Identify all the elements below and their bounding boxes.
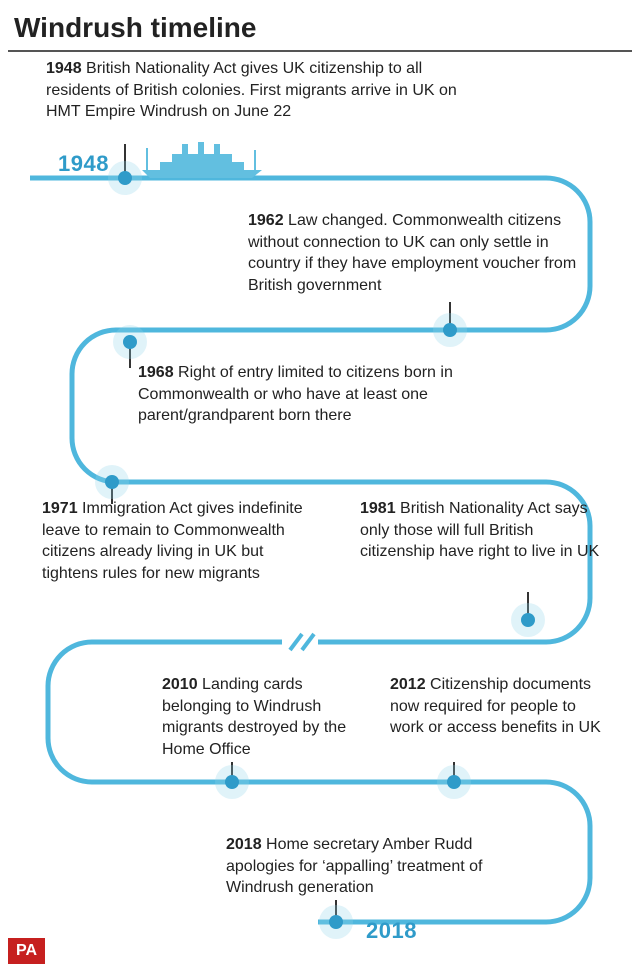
event-text: British Nationality Act says only those …	[360, 500, 599, 560]
event-year: 1968	[138, 364, 174, 381]
event-dot	[123, 335, 137, 349]
event-text: Immigration Act gives indefinite leave t…	[42, 500, 303, 582]
event-year: 2012	[390, 676, 426, 693]
pa-badge: PA	[8, 938, 45, 964]
event-2018: 2018 Home secretary Amber Rudd apologies…	[226, 834, 526, 899]
event-year: 1962	[248, 212, 284, 229]
ship-icon	[142, 140, 262, 178]
event-1971: 1971 Immigration Act gives indefinite le…	[42, 498, 312, 584]
event-text: Law changed. Commonwealth citizens witho…	[248, 212, 576, 294]
event-dot	[521, 613, 535, 627]
event-1962: 1962 Law changed. Commonwealth citizens …	[248, 210, 588, 296]
event-1981: 1981 British Nationality Act says only t…	[360, 498, 600, 563]
event-year: 1948	[46, 60, 82, 77]
event-year: 1981	[360, 500, 396, 517]
event-dot	[443, 323, 457, 337]
end-year-label: 2018	[366, 918, 417, 944]
timeline-canvas: 1948 2018 1948 British Nationality Act g…	[0, 50, 640, 950]
event-dot	[329, 915, 343, 929]
event-2012: 2012 Citizenship documents now required …	[390, 674, 610, 739]
event-dot	[225, 775, 239, 789]
event-year: 2018	[226, 836, 262, 853]
event-dot	[118, 171, 132, 185]
event-year: 1971	[42, 500, 78, 517]
event-1948: 1948 British Nationality Act gives UK ci…	[46, 58, 476, 123]
event-1968: 1968 Right of entry limited to citizens …	[138, 362, 468, 427]
event-dot	[105, 475, 119, 489]
event-text: Right of entry limited to citizens born …	[138, 364, 453, 424]
event-text: British Nationality Act gives UK citizen…	[46, 60, 457, 120]
event-year: 2010	[162, 676, 198, 693]
start-year-label: 1948	[58, 151, 109, 177]
event-text: Home secretary Amber Rudd apologies for …	[226, 836, 482, 896]
page-title: Windrush timeline	[0, 0, 640, 50]
event-dot	[447, 775, 461, 789]
event-2010: 2010 Landing cards belonging to Windrush…	[162, 674, 372, 760]
